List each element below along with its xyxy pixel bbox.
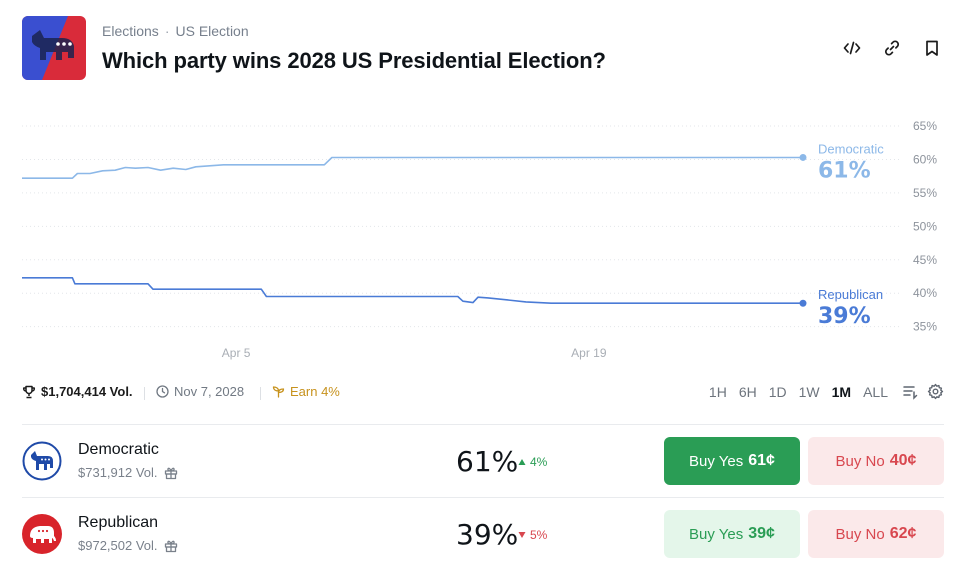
stats-divider bbox=[144, 387, 145, 400]
stats-divider bbox=[260, 387, 261, 400]
range-1w[interactable]: 1W bbox=[798, 383, 820, 400]
time-range-selector: 1H 6H 1D 1W 1M ALL bbox=[703, 383, 944, 400]
outcome-percent: 61% bbox=[456, 445, 519, 478]
gear-icon[interactable] bbox=[927, 383, 944, 400]
x-tick-label: Apr 19 bbox=[571, 346, 607, 360]
buy-no-price: 40¢ bbox=[889, 452, 917, 469]
outcome-change-value: 4% bbox=[530, 455, 548, 469]
earn-label: Earn 4% bbox=[290, 384, 340, 399]
gift-icon[interactable] bbox=[164, 539, 178, 553]
outcome-volume-value: $731,912 Vol. bbox=[78, 465, 158, 480]
democratic-donkey-icon bbox=[22, 441, 62, 481]
clock-icon bbox=[156, 385, 169, 398]
earn-rewards[interactable]: Earn 4% bbox=[272, 384, 340, 399]
range-1d[interactable]: 1D bbox=[768, 383, 787, 400]
total-volume: $1,704,414 Vol. bbox=[22, 384, 133, 399]
link-icon[interactable] bbox=[882, 38, 902, 58]
outcome-volume-value: $972,502 Vol. bbox=[78, 538, 158, 553]
breadcrumb-item-elections[interactable]: Elections bbox=[102, 23, 159, 39]
range-6h[interactable]: 6H bbox=[738, 383, 757, 400]
end-date-value: Nov 7, 2028 bbox=[174, 384, 245, 399]
buy-no-label: Buy No bbox=[835, 525, 885, 543]
series-end-point-democratic bbox=[799, 153, 807, 161]
breadcrumb: Elections · US Election bbox=[102, 23, 249, 39]
y-tick-label: 50% bbox=[913, 219, 937, 233]
buy-yes-label: Buy Yes bbox=[689, 525, 744, 543]
buy-yes-label: Buy Yes bbox=[689, 452, 744, 470]
outcome-percent: 39% bbox=[456, 518, 519, 551]
outcome-change-value: 5% bbox=[530, 528, 548, 542]
caret-up-icon bbox=[518, 459, 526, 465]
market-header: Elections · US Election Which party wins… bbox=[22, 16, 942, 80]
series-end-point-republican bbox=[799, 299, 807, 307]
y-tick-label: 55% bbox=[913, 186, 937, 200]
series-percent-democratic: 61% bbox=[818, 158, 871, 183]
x-tick-label: Apr 5 bbox=[222, 346, 251, 360]
buy-yes-button[interactable]: Buy Yes 61¢ bbox=[664, 437, 800, 485]
outcome-volume: $972,502 Vol. bbox=[78, 538, 178, 553]
buy-no-button[interactable]: Buy No 62¢ bbox=[808, 510, 944, 558]
buy-no-label: Buy No bbox=[835, 452, 885, 470]
y-tick-label: 45% bbox=[913, 253, 937, 267]
outcome-name: Democratic bbox=[78, 441, 159, 458]
republican-elephant-icon bbox=[22, 514, 62, 554]
outcome-change: 4% bbox=[518, 455, 547, 469]
caret-down-icon bbox=[518, 532, 526, 538]
bookmark-icon[interactable] bbox=[922, 38, 942, 58]
series-line-democratic bbox=[22, 156, 803, 179]
breadcrumb-item-us-election[interactable]: US Election bbox=[175, 23, 249, 39]
sprout-icon bbox=[272, 386, 285, 398]
breadcrumb-separator: · bbox=[164, 23, 170, 39]
embed-code-icon[interactable] bbox=[842, 38, 862, 58]
end-date: Nov 7, 2028 bbox=[156, 384, 244, 399]
page-title: Which party wins 2028 US Presidential El… bbox=[102, 48, 606, 73]
y-tick-label: 65% bbox=[913, 119, 937, 133]
series-line-republican bbox=[22, 277, 803, 304]
series-name-democratic: Democratic bbox=[818, 141, 884, 156]
y-tick-label: 40% bbox=[913, 286, 937, 300]
price-chart-svg: 65% 60% 55% 50% 45% 40% 35% Apr 5 Apr 19 Democrat… bbox=[22, 119, 937, 360]
outcome-name: Republican bbox=[78, 514, 159, 531]
range-all[interactable]: ALL bbox=[863, 383, 888, 400]
series-name-republican: Republican bbox=[818, 287, 883, 302]
buy-no-price: 62¢ bbox=[889, 525, 917, 542]
sort-list-icon[interactable] bbox=[902, 383, 919, 400]
buy-yes-price: 39¢ bbox=[748, 525, 775, 542]
price-chart: 65% 60% 55% 50% 45% 40% 35% Apr 5 Apr 19 Democrat… bbox=[0, 110, 958, 370]
donkey-elephant-thumbnail bbox=[22, 16, 86, 80]
y-tick-label: 60% bbox=[913, 152, 937, 166]
outcome-row-democratic: Democratic $731,912 Vol. 61% 4% Buy Yes 6… bbox=[22, 424, 944, 496]
series-percent-republican: 39% bbox=[818, 304, 871, 329]
gift-icon[interactable] bbox=[164, 466, 178, 480]
outcome-volume: $731,912 Vol. bbox=[78, 465, 178, 480]
range-1m[interactable]: 1M bbox=[831, 383, 852, 400]
buy-yes-button[interactable]: Buy Yes 39¢ bbox=[664, 510, 800, 558]
outcome-row-republican: Republican $972,502 Vol. 39% 5% Buy Yes 3… bbox=[22, 497, 944, 568]
trophy-icon bbox=[22, 385, 36, 398]
y-tick-label: 35% bbox=[913, 320, 937, 334]
header-actions bbox=[842, 38, 942, 58]
outcome-change: 5% bbox=[518, 528, 547, 542]
range-1h[interactable]: 1H bbox=[708, 383, 727, 400]
market-stats: $1,704,414 Vol. Nov 7, 2028 Earn 4% 1H 6… bbox=[22, 384, 944, 404]
total-volume-value: $1,704,414 Vol. bbox=[41, 384, 133, 399]
buy-yes-price: 61¢ bbox=[748, 452, 775, 469]
buy-no-button[interactable]: Buy No 40¢ bbox=[808, 437, 944, 485]
